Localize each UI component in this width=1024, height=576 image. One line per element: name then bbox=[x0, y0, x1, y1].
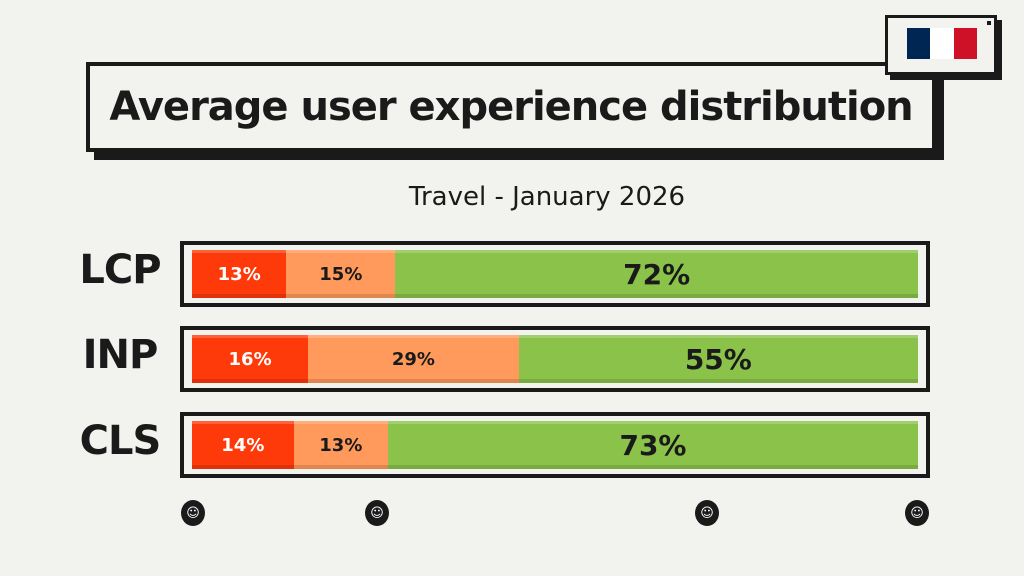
row-label-inp: INP bbox=[82, 332, 159, 378]
face-icon-2: ☺ bbox=[365, 500, 389, 526]
bar-segment-cls-1: 13% bbox=[293, 421, 388, 469]
row-label-lcp: LCP bbox=[79, 247, 161, 293]
france-flag-icon bbox=[907, 28, 977, 59]
bar-segment-lcp-0: 13% bbox=[192, 250, 287, 298]
bar-segment-inp-2: 55% bbox=[518, 335, 918, 383]
row-label-cls: CLS bbox=[79, 418, 162, 464]
bar-frame-cls: 14% 13% 73% bbox=[180, 412, 930, 478]
face-icon-3: ☺ bbox=[695, 500, 719, 526]
title-box: Average user experience distribution bbox=[86, 62, 936, 152]
bar-frame-inp: 16% 29% 55% bbox=[180, 326, 930, 392]
bar-segment-inp-1: 29% bbox=[308, 335, 519, 383]
face-icon-1: ☺ bbox=[181, 500, 205, 526]
face-icon-4: ☺ bbox=[905, 500, 929, 526]
country-flag-box bbox=[885, 15, 997, 75]
chart-subtitle: Travel - January 2026 bbox=[408, 182, 686, 212]
bar-frame-lcp: 13% 15% 72% bbox=[180, 241, 930, 307]
bar-segment-cls-0: 14% bbox=[192, 421, 294, 469]
bar-segment-lcp-2: 72% bbox=[395, 250, 918, 298]
bar-segment-cls-2: 73% bbox=[388, 421, 918, 469]
bar-segment-inp-0: 16% bbox=[192, 335, 309, 383]
bar-segment-lcp-1: 15% bbox=[286, 250, 396, 298]
dot bbox=[987, 21, 991, 25]
chart-title: Average user experience distribution bbox=[109, 84, 913, 130]
